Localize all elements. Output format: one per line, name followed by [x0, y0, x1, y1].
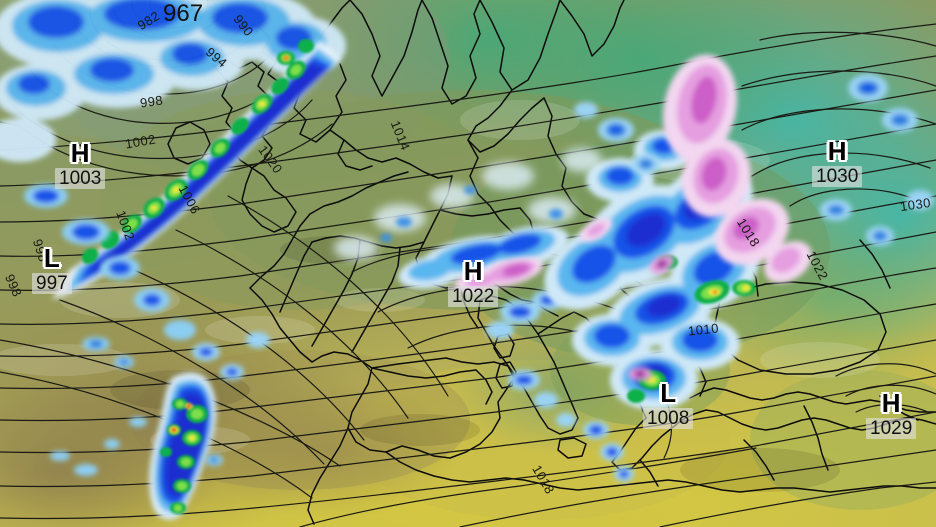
pressure-value: 1008: [643, 408, 694, 429]
low-pressure-letter: L: [43, 243, 60, 273]
pressure-system-high-1030[interactable]: H 1030: [812, 136, 863, 187]
pressure-system-low-997[interactable]: L 997: [32, 245, 72, 294]
pressure-value: 1029: [866, 418, 917, 439]
pressure-value: 1022: [448, 286, 499, 307]
pressure-value: 997: [32, 273, 72, 294]
low-pressure-letter: L: [660, 378, 677, 408]
high-pressure-letter: H: [827, 136, 847, 166]
high-pressure-letter: H: [463, 256, 483, 286]
low-center-value-967: 967: [163, 0, 204, 27]
high-pressure-letter: H: [70, 138, 90, 168]
isobar-label: 1010: [687, 320, 720, 339]
pressure-system-high-1022[interactable]: H 1022: [448, 256, 499, 307]
high-pressure-letter: H: [881, 388, 901, 418]
pressure-system-high-1029[interactable]: H 1029: [866, 388, 917, 439]
pressure-system-low-1008[interactable]: L 1008: [643, 378, 694, 429]
pressure-system-high-1003[interactable]: H 1003: [55, 138, 106, 189]
pressure-value: 1030: [812, 166, 863, 187]
pressure-value: 1003: [55, 168, 106, 189]
isobar-label: 998: [139, 92, 165, 111]
